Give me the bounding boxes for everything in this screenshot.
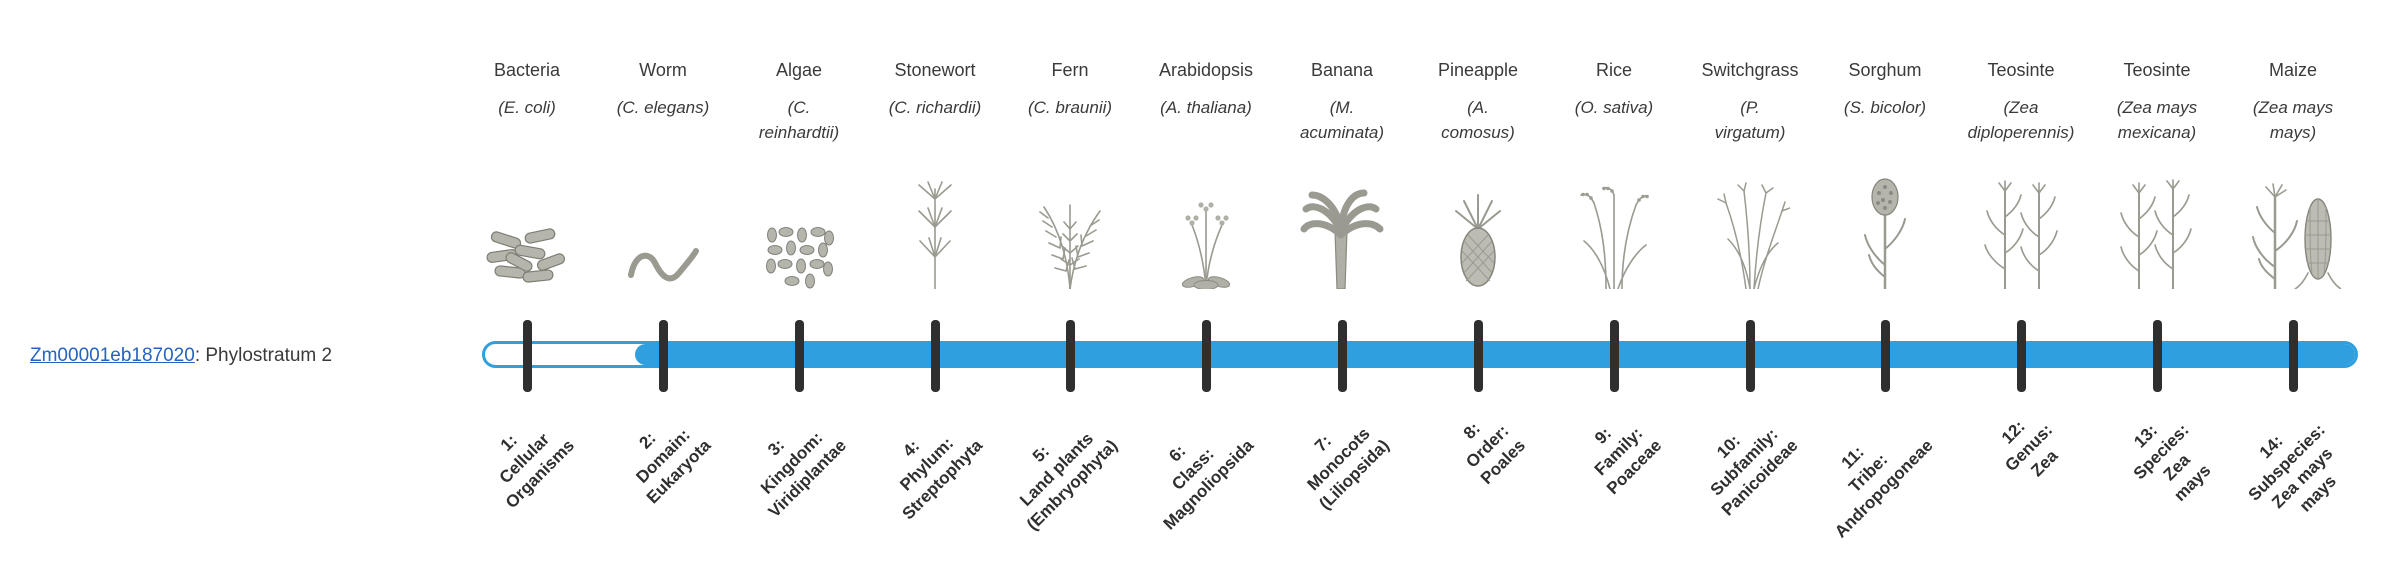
organism-column: Rice (O. sativa)	[1529, 60, 1699, 289]
algae-icon	[714, 151, 884, 289]
stratum-label-12: 12: Genus: Zea	[1998, 416, 2063, 481]
organism-column: Arabidopsis (A. thaliana)	[1121, 60, 1291, 289]
organism-scientific-name: (A. comosus)	[1441, 97, 1515, 143]
organism-name: Arabidopsis	[1158, 60, 1254, 80]
stratum-label-6: 6: Class: Magnoliopsida	[1159, 435, 1258, 534]
organism-name: Bacteria	[493, 60, 561, 80]
stratum-label-4: 4: Phylum: Streptophyta	[896, 433, 987, 524]
stratum-tick-3	[795, 320, 804, 392]
maize-icon	[2208, 151, 2378, 289]
phylostratum-fill	[635, 344, 2355, 365]
organism-scientific-name: (A. thaliana)	[1160, 97, 1252, 117]
organism-column: Sorghum (S. bicolor)	[1800, 60, 1970, 289]
stratum-tick-9	[1610, 320, 1619, 392]
stratum-tick-11	[1881, 320, 1890, 392]
organism-scientific-name: (C. elegans)	[616, 97, 710, 117]
gene-phylostratum-text: : Phylostratum 2	[194, 345, 333, 366]
organism-name: Algae	[775, 60, 823, 80]
organism-scientific-name: (P. virgatum)	[1714, 97, 1786, 143]
stratum-tick-10	[1746, 320, 1755, 392]
stonewort-icon	[850, 151, 1020, 289]
organism-scientific-name: (C. richardii)	[888, 97, 982, 117]
organism-column: Fern (C. braunii)	[985, 60, 1155, 289]
organism-name: Sorghum	[1848, 60, 1922, 80]
organism-scientific-name: (C. braunii)	[1027, 97, 1113, 117]
organism-name: Maize	[2268, 60, 2317, 80]
organism-scientific-name: (M. acuminata)	[1299, 97, 1385, 143]
phylostratum-track	[482, 341, 2358, 368]
organism-name: Rice	[1595, 60, 1632, 80]
stratum-tick-1	[523, 320, 532, 392]
organism-column: Teosinte (Zea mays mexicana)	[2072, 60, 2242, 289]
stratum-tick-14	[2289, 320, 2298, 392]
organism-name: Teosinte	[2123, 60, 2191, 80]
organism-scientific-name: (Zea mays mays)	[2252, 97, 2334, 143]
rice-icon	[1529, 151, 1699, 289]
banana-icon	[1257, 151, 1427, 289]
organism-name: Worm	[639, 60, 687, 80]
fern-icon	[985, 151, 1155, 289]
gene-link[interactable]: Zm00001eb187020	[30, 345, 195, 366]
organism-name: Fern	[1051, 60, 1089, 80]
teosinte-diploperennis-icon	[1936, 151, 2106, 289]
organism-column: Stonewort (C. richardii)	[850, 60, 1020, 289]
organism-column: Pineapple (A. comosus)	[1393, 60, 1563, 289]
switchgrass-icon	[1665, 151, 1835, 289]
stratum-label-8: 8: Order: Poales	[1459, 418, 1530, 489]
pineapple-icon	[1393, 151, 1563, 289]
organism-scientific-name: (E. coli)	[498, 97, 556, 117]
stratum-tick-4	[931, 320, 940, 392]
organism-name: Stonewort	[894, 60, 976, 80]
organism-column: Teosinte (Zea diploperennis)	[1936, 60, 2106, 289]
sorghum-icon	[1800, 151, 1970, 289]
bacteria-icon	[442, 151, 612, 289]
organism-scientific-name: (O. sativa)	[1574, 97, 1654, 117]
stratum-tick-13	[2153, 320, 2162, 392]
organism-scientific-name: (Zea diploperennis)	[1967, 97, 2075, 143]
stratum-tick-12	[2017, 320, 2026, 392]
organism-column: Banana (M. acuminata)	[1257, 60, 1427, 289]
stratum-tick-2	[659, 320, 668, 392]
stratum-label-2: 2: Domain: Eukaryota	[632, 425, 715, 508]
teosinte-mexicana-icon	[2072, 151, 2242, 289]
organism-column: Bacteria (E. coli)	[442, 60, 612, 289]
stratum-label-10: 10: Subfamily: Panicoideae	[1706, 424, 1802, 520]
organism-scientific-name: (S. bicolor)	[1843, 97, 1927, 117]
stratum-tick-8	[1474, 320, 1483, 392]
stratum-tick-6	[1202, 320, 1211, 392]
stratum-label-14: 14: Subspecies: Zea mays mays	[2244, 420, 2340, 516]
stratum-tick-5	[1066, 320, 1075, 392]
stratum-label-7: 7: Monocots (Liliopsida)	[1303, 424, 1394, 514]
organism-column: Worm (C. elegans)	[578, 60, 748, 289]
stratum-label-9: 9: Family: Poaceae	[1590, 423, 1666, 499]
organism-name: Teosinte	[1987, 60, 2055, 80]
organism-column: Switchgrass (P. virgatum)	[1665, 60, 1835, 289]
stratum-label-13: 13: Species: Zea mays	[2129, 420, 2215, 506]
organism-name: Pineapple	[1437, 60, 1519, 80]
stratum-tick-7	[1338, 320, 1347, 392]
gene-label: Zm00001eb187020: Phylostratum 2	[30, 345, 332, 367]
organism-scientific-name: (C. reinhardtii)	[758, 97, 840, 143]
stratum-label-1: 1: Cellular Organisms	[495, 429, 579, 513]
worm-icon	[578, 151, 748, 289]
organism-name: Banana	[1310, 60, 1374, 80]
organism-scientific-name: (Zea mays mexicana)	[2116, 97, 2198, 143]
stratum-label-11: 11: Tribe: Andropogoneae	[1830, 435, 1937, 542]
organism-column: Maize (Zea mays mays)	[2208, 60, 2378, 289]
organism-column: Algae (C. reinhardtii)	[714, 60, 884, 289]
stratum-label-3: 3: Kingdom: Viridiplantae	[757, 428, 851, 522]
arabidopsis-icon	[1121, 151, 1291, 289]
stratum-label-5: 5: Land plants (Embryophyta)	[1016, 429, 1122, 535]
organism-name: Switchgrass	[1701, 60, 1799, 80]
